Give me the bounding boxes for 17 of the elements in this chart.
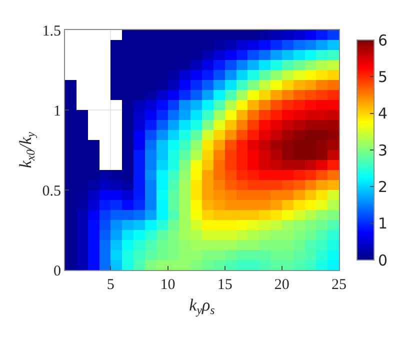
color-bar-label: 0	[378, 251, 388, 270]
x-tick-label: 15	[217, 277, 232, 293]
x-tick-label: 20	[274, 277, 290, 293]
y-tick-label: 0.5	[42, 183, 61, 200]
y-tick-label: 1.5	[42, 23, 61, 40]
x-axis-title: k$_{y}$ρ$_{s}$	[189, 295, 216, 317]
x-tick-label: 25	[332, 277, 346, 293]
x-tick-label: 5	[106, 277, 114, 293]
x-tick-label: 10	[160, 277, 176, 293]
color-bar-label: 3	[378, 141, 388, 160]
color-bar-label: 4	[378, 104, 388, 123]
color-bar-label: 1	[378, 214, 388, 233]
color-bar-label: 6	[378, 31, 388, 50]
color-bar-label: 5	[378, 68, 388, 86]
y-tick-label: 0	[54, 263, 61, 280]
y-tick-label: 1	[54, 103, 61, 120]
color-bar-label: 2	[378, 178, 388, 196]
